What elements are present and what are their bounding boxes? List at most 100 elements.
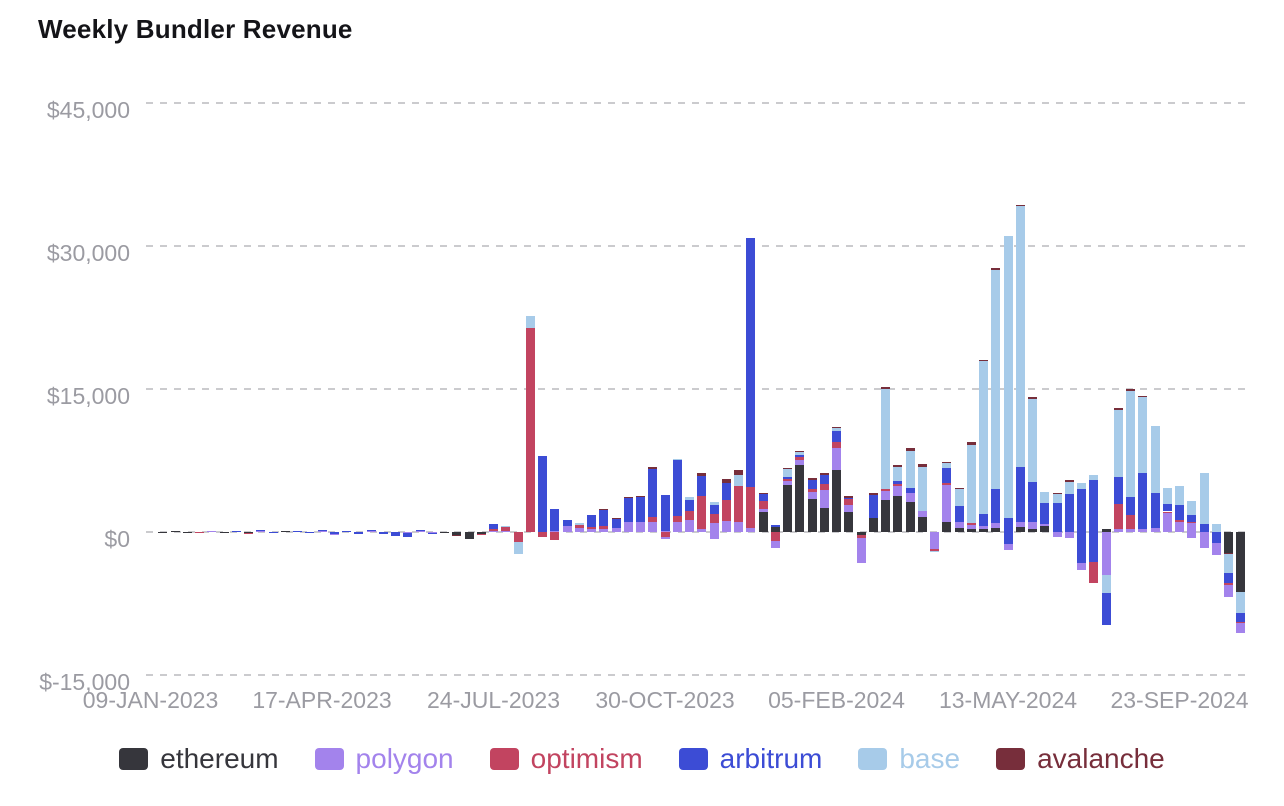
bar-segment-optimism-week-84[interactable]	[1175, 520, 1184, 522]
bar-segment-arbitrum-week-34[interactable]	[562, 520, 572, 527]
bar-segment-base-week-76[interactable]	[1077, 483, 1086, 490]
bar-segment-avalanche-week-69[interactable]	[991, 267, 1001, 270]
bar-segment-arbitrum-week-7[interactable]	[231, 531, 241, 532]
bar-segment-optimism-week-47[interactable]	[721, 499, 731, 521]
bar-segment-optimism-week-57[interactable]	[844, 498, 854, 506]
bar-segment-arbitrum-week-77[interactable]	[1089, 479, 1099, 532]
bar-segment-base-week-48[interactable]	[734, 474, 743, 487]
bar-segment-optimism-week-58[interactable]	[856, 535, 866, 538]
bar-segment-ethereum-week-68[interactable]	[979, 529, 988, 532]
bar-segment-polygon-week-54[interactable]	[807, 491, 817, 499]
bar-segment-arbitrum-week-21[interactable]	[403, 532, 413, 537]
bar-segment-arbitrum-week-78[interactable]	[1101, 593, 1111, 626]
bar-segment-avalanche-week-74[interactable]	[1052, 492, 1062, 494]
bar-segment-base-week-87[interactable]	[1211, 523, 1221, 532]
bar-segment-ethereum-week-26[interactable]	[464, 532, 474, 539]
bar-segment-polygon-week-15[interactable]	[329, 533, 339, 535]
bar-segment-base-week-83[interactable]	[1162, 488, 1172, 505]
bar-segment-optimism-week-51[interactable]	[770, 532, 780, 541]
bar-segment-ethereum-week-27[interactable]	[476, 532, 486, 534]
bar-segment-polygon-week-71[interactable]	[1015, 521, 1025, 527]
bar-segment-optimism-week-8[interactable]	[244, 532, 253, 534]
bar-segment-optimism-week-89[interactable]	[1236, 621, 1246, 624]
bar-segment-polygon-week-33[interactable]	[550, 530, 560, 532]
bar-segment-avalanche-week-45[interactable]	[697, 472, 707, 476]
bar-segment-polygon-week-42[interactable]	[660, 530, 670, 532]
bar-segment-arbitrum-week-81[interactable]	[1138, 472, 1148, 530]
bar-segment-avalanche-week-57[interactable]	[844, 495, 854, 498]
bar-segment-polygon-week-74[interactable]	[1052, 532, 1062, 537]
bar-segment-arbitrum-week-82[interactable]	[1150, 492, 1160, 529]
bar-segment-base-week-72[interactable]	[1028, 398, 1037, 483]
bar-segment-arbitrum-week-15[interactable]	[329, 532, 339, 534]
bar-segment-polygon-week-9[interactable]	[256, 531, 266, 532]
bar-segment-ethereum-week-65[interactable]	[942, 522, 952, 532]
bar-segment-arbitrum-week-79[interactable]	[1113, 476, 1123, 505]
bar-segment-polygon-week-29[interactable]	[501, 531, 511, 532]
bar-segment-arbitrum-week-43[interactable]	[672, 459, 682, 516]
bar-segment-ethereum-week-62[interactable]	[905, 502, 915, 532]
bar-segment-base-week-62[interactable]	[905, 450, 915, 489]
bar-segment-arbitrum-week-57[interactable]	[844, 497, 854, 499]
bar-segment-arbitrum-week-47[interactable]	[721, 483, 731, 500]
bar-segment-polygon-week-37[interactable]	[599, 529, 609, 532]
bar-segment-optimism-week-64[interactable]	[930, 549, 939, 552]
bar-segment-arbitrum-week-55[interactable]	[819, 475, 829, 485]
bar-segment-avalanche-week-88[interactable]	[1224, 552, 1233, 555]
bar-segment-arbitrum-week-84[interactable]	[1175, 504, 1184, 521]
bar-segment-arbitrum-week-39[interactable]	[623, 497, 633, 522]
bar-segment-optimism-week-83[interactable]	[1162, 511, 1172, 513]
bar-segment-polygon-week-57[interactable]	[844, 505, 854, 512]
bar-segment-arbitrum-week-19[interactable]	[378, 532, 388, 535]
bar-segment-polygon-week-43[interactable]	[672, 522, 682, 532]
bar-segment-avalanche-week-66[interactable]	[954, 487, 964, 489]
bar-segment-polygon-week-28[interactable]	[489, 530, 498, 532]
bar-segment-polygon-week-86[interactable]	[1199, 532, 1209, 549]
bar-segment-arbitrum-week-80[interactable]	[1126, 496, 1135, 515]
bar-segment-polygon-week-18[interactable]	[366, 531, 376, 532]
bar-segment-arbitrum-week-51[interactable]	[770, 525, 780, 527]
bar-segment-arbitrum-week-83[interactable]	[1162, 504, 1172, 512]
bar-segment-ethereum-week-78[interactable]	[1101, 529, 1111, 532]
bar-segment-base-week-71[interactable]	[1015, 206, 1025, 467]
bar-segment-optimism-week-28[interactable]	[489, 528, 498, 531]
bar-segment-ethereum-week-88[interactable]	[1224, 532, 1233, 553]
bar-segment-arbitrum-week-38[interactable]	[611, 518, 621, 529]
bar-segment-arbitrum-week-16[interactable]	[342, 530, 351, 532]
bar-segment-ethereum-week-60[interactable]	[881, 500, 890, 532]
bar-segment-avalanche-week-79[interactable]	[1113, 408, 1123, 410]
bar-segment-optimism-week-44[interactable]	[685, 511, 694, 520]
bar-segment-arbitrum-week-73[interactable]	[1040, 503, 1050, 525]
bar-segment-optimism-week-41[interactable]	[648, 516, 658, 522]
bar-segment-optimism-week-42[interactable]	[660, 532, 670, 537]
bar-segment-polygon-week-83[interactable]	[1162, 512, 1172, 532]
bar-segment-arbitrum-week-56[interactable]	[832, 430, 841, 443]
bar-segment-arbitrum-week-75[interactable]	[1064, 493, 1074, 532]
bar-segment-arbitrum-week-10[interactable]	[268, 532, 278, 533]
bar-segment-ethereum-week-59[interactable]	[868, 517, 878, 532]
bar-segment-optimism-week-79[interactable]	[1113, 504, 1123, 530]
bar-segment-polygon-week-51[interactable]	[770, 540, 780, 548]
bar-segment-base-week-80[interactable]	[1126, 390, 1135, 497]
bar-segment-ethereum-week-72[interactable]	[1028, 529, 1037, 532]
bar-segment-arbitrum-week-88[interactable]	[1224, 572, 1233, 583]
bar-segment-base-week-66[interactable]	[954, 488, 964, 507]
bar-segment-base-week-89[interactable]	[1236, 592, 1246, 614]
bar-segment-polygon-week-85[interactable]	[1187, 532, 1197, 538]
legend-item-avalanche[interactable]: avalanche	[996, 742, 1165, 776]
bar-segment-optimism-week-55[interactable]	[819, 484, 829, 491]
bar-segment-ethereum-week-89[interactable]	[1236, 532, 1246, 593]
bar-segment-ethereum-week-67[interactable]	[966, 529, 976, 532]
bar-segment-arbitrum-week-74[interactable]	[1052, 503, 1062, 532]
bar-segment-optimism-week-77[interactable]	[1089, 561, 1099, 583]
bar-segment-polygon-week-40[interactable]	[636, 521, 645, 532]
bar-segment-base-week-81[interactable]	[1138, 396, 1148, 473]
bar-segment-optimism-week-80[interactable]	[1126, 514, 1135, 530]
bar-segment-polygon-week-62[interactable]	[905, 492, 915, 503]
bar-segment-ethereum-week-6[interactable]	[219, 532, 229, 533]
bar-segment-polygon-week-49[interactable]	[746, 528, 756, 532]
bar-segment-polygon-week-38[interactable]	[611, 528, 621, 532]
bar-segment-ethereum-week-50[interactable]	[758, 511, 768, 532]
bar-segment-polygon-week-48[interactable]	[734, 521, 743, 532]
bar-segment-arbitrum-week-12[interactable]	[293, 530, 302, 532]
